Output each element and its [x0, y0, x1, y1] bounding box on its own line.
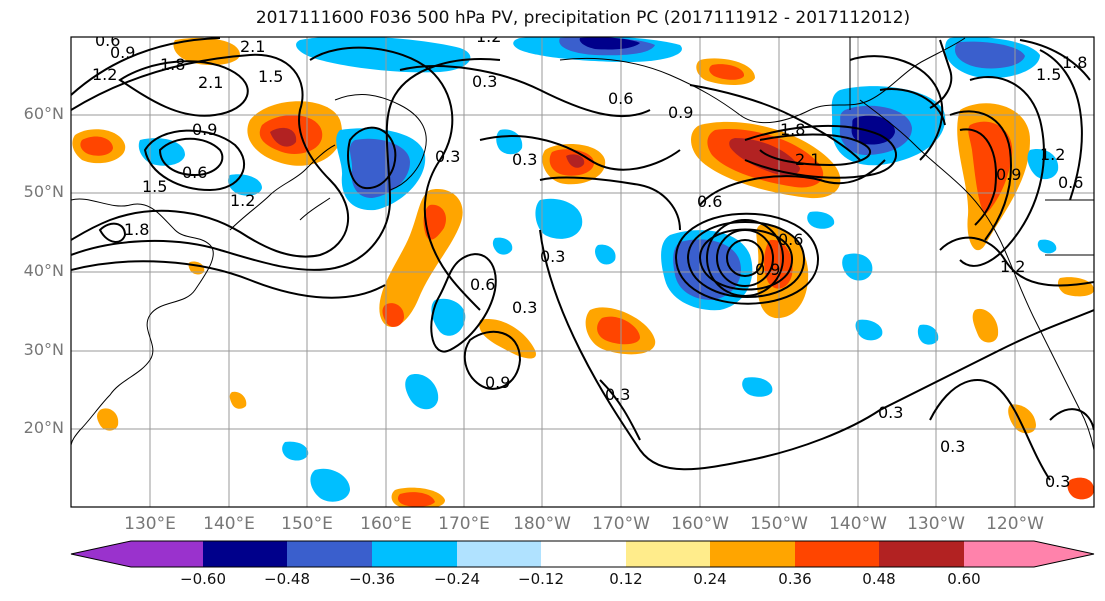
lon-label: 180°W: [513, 514, 571, 534]
colorbar-tick-label: 0.24: [693, 570, 727, 588]
colorbar-tick-label: −0.36: [349, 570, 395, 588]
contour-label: 0.6: [1058, 173, 1083, 192]
colorbar-tick-label: 0.36: [778, 570, 812, 588]
contour-label: 0.3: [940, 437, 965, 456]
colorbar-tick-label: 0.48: [862, 570, 896, 588]
contour-label: 1.5: [142, 177, 167, 196]
contour-label: 0.6: [697, 192, 722, 211]
contour-label: 2.1: [240, 37, 265, 56]
map-layers: 0.6 0.9 1.2 1.8 2.1 2.1 1.5 0.9 0.6 1.5 …: [71, 27, 1094, 507]
contour-label: 0.3: [512, 298, 537, 317]
colorbar-segment: [203, 541, 287, 567]
contour-label: 0.3: [878, 403, 903, 422]
colorbar-tick-label: −0.60: [180, 570, 226, 588]
contour-label: 0.6: [778, 230, 803, 249]
contour-label: 0.6: [470, 275, 495, 294]
contour-label: 1.8: [124, 220, 149, 239]
contour-label: 0.9: [668, 103, 693, 122]
coastlines: [71, 37, 1094, 451]
lon-label: 130°W: [907, 514, 965, 534]
lon-label: 140°E: [203, 514, 255, 534]
contour-label: 0.3: [605, 385, 630, 404]
contour-label: 1.8: [160, 55, 185, 74]
contour-label: 0.6: [95, 31, 120, 50]
colorbar-segment: [964, 541, 1034, 567]
contour-label: 0.6: [608, 89, 633, 108]
lon-label: 160°E: [360, 514, 412, 534]
lon-label: 120°W: [986, 514, 1044, 534]
colorbar: [70, 540, 1095, 568]
precip-shading: [72, 37, 1094, 507]
colorbar-segment: [879, 541, 964, 567]
contour-label: 1.2: [92, 65, 117, 84]
contour-labels: 0.6 0.9 1.2 1.8 2.1 2.1 1.5 0.9 0.6 1.5 …: [92, 27, 1087, 491]
lon-label: 160°W: [671, 514, 729, 534]
contour-label: 1.2: [476, 27, 501, 46]
contour-label: 0.6: [182, 163, 207, 182]
contour-label: 0.9: [996, 165, 1021, 184]
colorbar-tick-label: −0.48: [264, 570, 310, 588]
colorbar-tick-label: 0.12: [609, 570, 643, 588]
contour-label: 1.8: [780, 120, 805, 139]
contour-label: 2.1: [795, 150, 820, 169]
map-frame: [70, 36, 1095, 508]
contour-label: 1.8: [1062, 53, 1087, 72]
colorbar-segment: [287, 541, 372, 567]
contour-label: 0.3: [1045, 472, 1070, 491]
contour-label: 0.3: [435, 147, 460, 166]
contour-label: 0.9: [755, 260, 780, 279]
colorbar-extend-low: [71, 541, 131, 567]
lat-label: 20°N: [23, 418, 64, 437]
lat-label: 30°N: [23, 340, 64, 359]
contour-label: 0.3: [512, 150, 537, 169]
pv-contours: [71, 37, 1094, 481]
colorbar-segment: [710, 541, 795, 567]
contour-label: 0.3: [540, 247, 565, 266]
colorbar-segment: [131, 541, 203, 567]
colorbar-segment: [541, 541, 626, 567]
contour-label: 1.2: [230, 191, 255, 210]
contour-label: 1.5: [258, 67, 283, 86]
contour-label: 0.9: [192, 120, 217, 139]
lon-label: 170°W: [592, 514, 650, 534]
lon-label: 170°E: [438, 514, 490, 534]
lat-label: 50°N: [23, 182, 64, 201]
colorbar-extend-high: [1034, 541, 1094, 567]
contour-label: 1.5: [1036, 65, 1061, 84]
colorbar-tick-label: −0.24: [434, 570, 480, 588]
lon-label: 130°E: [124, 514, 176, 534]
colorbar-segment: [372, 541, 457, 567]
colorbar-outline: [70, 540, 1095, 568]
colorbar-tick-label: −0.12: [518, 570, 564, 588]
lon-label: 140°W: [829, 514, 887, 534]
lat-label: 60°N: [23, 104, 64, 123]
contour-label: 2.1: [198, 73, 223, 92]
contour-label: 1.2: [1040, 145, 1065, 164]
lon-label: 150°E: [281, 514, 333, 534]
lat-label: 40°N: [23, 261, 64, 280]
graticule: [71, 37, 1094, 507]
colorbar-segment: [457, 541, 541, 567]
contour-label: 0.9: [110, 43, 135, 62]
contour-label: 0.3: [472, 72, 497, 91]
colorbar-segment: [795, 541, 879, 567]
colorbar-segment: [626, 541, 710, 567]
contour-label: 1.2: [1000, 257, 1025, 276]
contour-label: 0.9: [485, 373, 510, 392]
lon-label: 150°W: [750, 514, 808, 534]
colorbar-tick-label: 0.60: [947, 570, 981, 588]
map-title: 2017111600 F036 500 hPa PV, precipitatio…: [255, 8, 911, 28]
